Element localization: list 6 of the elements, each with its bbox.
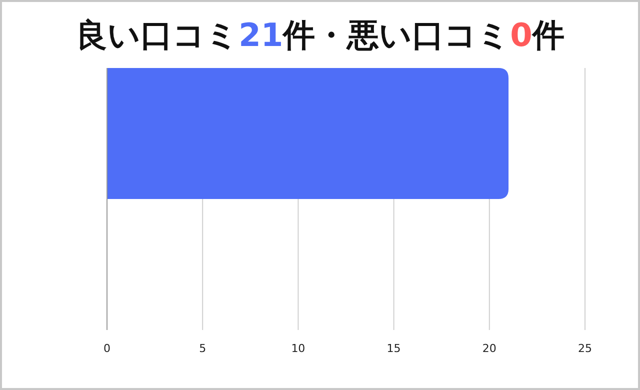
x-tick-label: 5	[199, 342, 206, 355]
x-tick-label: 10	[291, 342, 306, 355]
x-tick-label: 20	[482, 342, 496, 355]
x-tick-label: 25	[578, 342, 592, 355]
x-tick-label: 0	[104, 342, 110, 355]
x-tick-label: 15	[386, 342, 401, 355]
